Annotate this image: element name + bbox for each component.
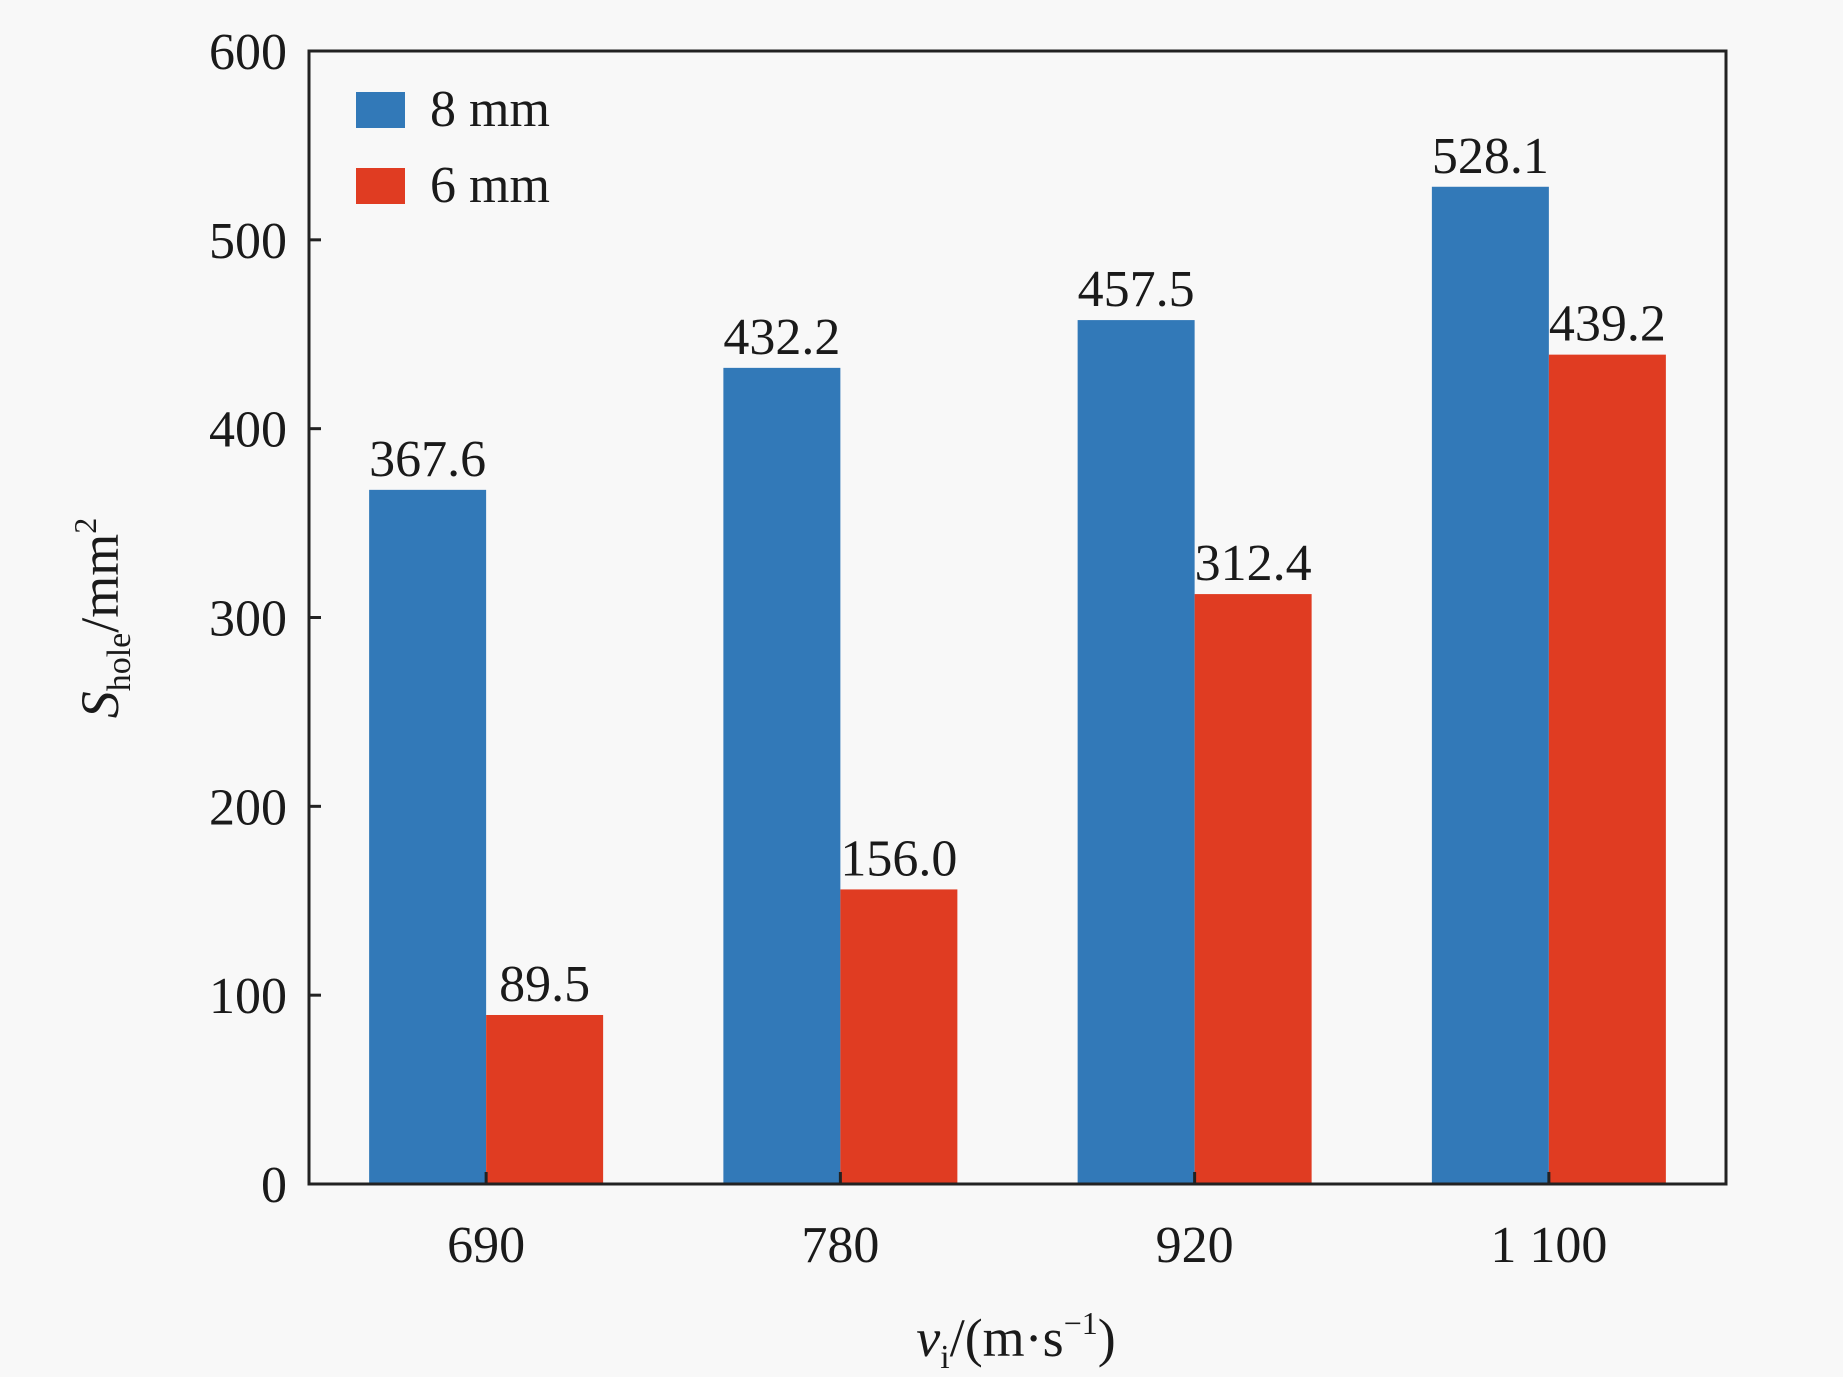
x-tick-label: 690 bbox=[447, 1217, 525, 1274]
y-tick-label: 0 bbox=[261, 1157, 287, 1214]
legend-swatch bbox=[356, 168, 405, 204]
bar-8mm-1100 bbox=[1431, 186, 1549, 1184]
bar-8mm-780 bbox=[723, 367, 841, 1185]
x-tick-label: 780 bbox=[801, 1217, 879, 1274]
y-tick-label: 100 bbox=[209, 968, 287, 1025]
data-label: 528.1 bbox=[1432, 128, 1549, 185]
legend-label: 6 mm bbox=[430, 157, 550, 214]
data-label: 432.2 bbox=[723, 309, 840, 366]
data-label: 156.0 bbox=[840, 830, 957, 887]
y-tick-label: 400 bbox=[209, 402, 287, 459]
bar-6mm-920 bbox=[1194, 594, 1312, 1184]
y-axis-label: Shole/mm2 bbox=[67, 518, 138, 719]
axes-layer: 690 780 920 1 100 0 100 200 300 400 500 600 bbox=[209, 24, 1728, 1274]
y-tick-label: 300 bbox=[209, 591, 287, 648]
legend-label: 8 mm bbox=[430, 81, 550, 138]
data-label: 457.5 bbox=[1078, 261, 1195, 318]
legend: 8 mm 6 mm bbox=[356, 81, 550, 214]
bar-6mm-690 bbox=[486, 1014, 604, 1184]
data-label: 367.6 bbox=[369, 431, 486, 488]
plot-frame bbox=[307, 49, 1728, 1186]
data-label: 439.2 bbox=[1549, 296, 1666, 353]
data-label: 89.5 bbox=[499, 956, 590, 1013]
bar-8mm-690 bbox=[369, 489, 487, 1185]
data-label: 312.4 bbox=[1195, 535, 1312, 592]
bar-8mm-920 bbox=[1077, 320, 1195, 1184]
y-tick-label: 200 bbox=[209, 779, 287, 836]
x-tick-label: 1 100 bbox=[1490, 1217, 1607, 1274]
x-axis-label: vi/(m·s−1) bbox=[916, 1305, 1115, 1376]
y-tick-label: 600 bbox=[209, 24, 287, 81]
y-tick-label: 500 bbox=[209, 213, 287, 270]
bar-6mm-780 bbox=[840, 889, 958, 1184]
bars-layer: 367.6 89.5 432.2 156.0 457.5 312.4 528.1 439.2 bbox=[369, 128, 1666, 1185]
x-tick-label: 920 bbox=[1156, 1217, 1234, 1274]
legend-swatch bbox=[356, 92, 405, 128]
bar-6mm-1100 bbox=[1548, 354, 1666, 1184]
